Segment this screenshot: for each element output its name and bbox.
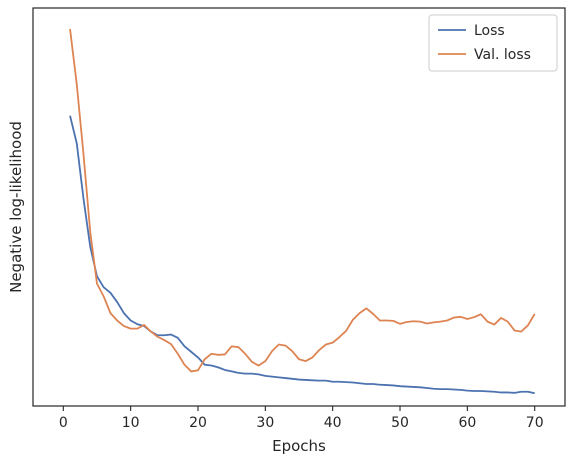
legend: Loss Val. loss xyxy=(428,14,558,72)
x-tick-label: 30 xyxy=(256,415,274,431)
x-tick-label: 20 xyxy=(189,415,207,431)
y-axis-label: Negative log-likelihood xyxy=(7,121,25,293)
x-tick-label: 60 xyxy=(458,415,476,431)
legend-box xyxy=(428,14,558,72)
x-tick-label: 70 xyxy=(526,415,544,431)
plot-frame xyxy=(32,7,566,407)
x-axis: 0 10 20 30 40 50 60 70 xyxy=(59,406,544,431)
x-tick-label: 50 xyxy=(391,415,409,431)
x-tick-label: 0 xyxy=(59,415,68,431)
x-axis-label: Epochs xyxy=(272,437,326,455)
x-tick-label: 10 xyxy=(122,415,140,431)
series-layer xyxy=(69,28,536,395)
legend-label: Loss xyxy=(474,23,505,39)
legend-label: Val. loss xyxy=(474,47,531,63)
series-line-val-loss xyxy=(69,28,536,373)
series-line-loss xyxy=(69,115,535,395)
x-tick-label: 40 xyxy=(324,415,342,431)
